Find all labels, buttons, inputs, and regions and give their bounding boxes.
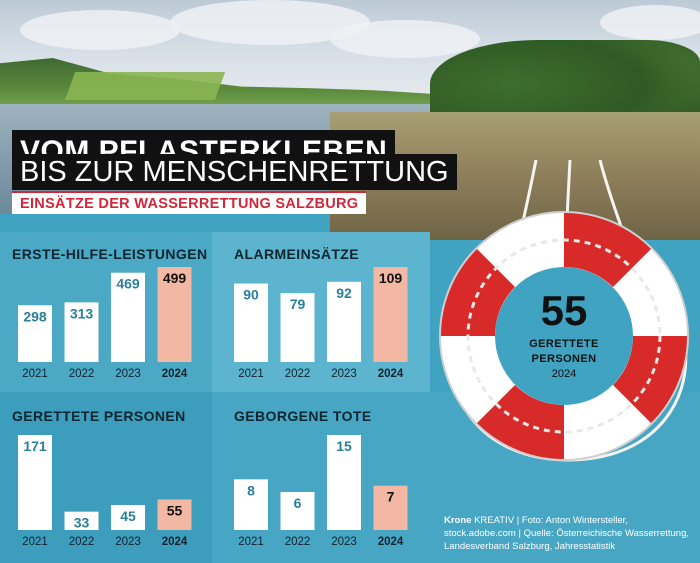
brand-suffix: KREATIV xyxy=(474,515,515,526)
bar-2021 xyxy=(18,435,52,530)
bar-chart-geborgene-tote: 8 2021 6 2022 15 2023 7 2024 xyxy=(234,435,408,548)
bar-chart-erste-hilfe: 298 2021 313 2022 469 2023 499 2024 xyxy=(18,267,192,380)
year-label: 2023 xyxy=(331,536,357,548)
separator: | xyxy=(516,515,522,526)
value-label: 6 xyxy=(294,495,302,511)
value-label: 92 xyxy=(336,285,352,301)
bar-2024 xyxy=(373,267,408,362)
lake-photo xyxy=(0,0,700,240)
separator: | xyxy=(518,528,524,539)
bar-2024 xyxy=(373,485,408,530)
cloud xyxy=(330,20,480,58)
value-label: 55 xyxy=(167,502,183,518)
year-label: 2023 xyxy=(115,368,141,380)
value-label: 171 xyxy=(23,438,47,454)
year-label: 2022 xyxy=(69,536,95,548)
value-label: 298 xyxy=(23,308,47,324)
bar-2023 xyxy=(327,435,361,530)
year-label: 2023 xyxy=(115,536,141,548)
value-label: 45 xyxy=(120,508,136,524)
cloud xyxy=(20,10,180,50)
value-label: 8 xyxy=(247,482,255,498)
year-label: 2022 xyxy=(285,368,311,380)
panel-gerettete-personen: GERETTETE PERSONEN 171 2021 33 2022 45 2023 55… xyxy=(0,392,212,563)
bar-2023 xyxy=(111,505,145,530)
year-label: 2024 xyxy=(378,368,404,380)
headline-line-2: BIS ZUR MENSCHENRETTUNG xyxy=(12,154,457,190)
year-label: 2021 xyxy=(22,536,48,548)
value-label: 313 xyxy=(70,305,94,321)
bar-chart-alarmeinsaetze: 90 2021 79 2022 92 2023 109 2024 xyxy=(234,267,408,380)
ring-icon xyxy=(439,211,689,461)
highlight-caption-1: GERETTETE xyxy=(529,338,599,350)
value-label: 15 xyxy=(336,438,352,454)
year-label: 2022 xyxy=(69,368,95,380)
panel-erste-hilfe: ERSTE-HILFE-LEISTUNGEN 298 2021 313 2022 469… xyxy=(0,232,212,392)
year-label: 2022 xyxy=(285,536,311,548)
year-label: 2023 xyxy=(331,368,357,380)
photo-credit: Foto: Anton Wintersteller, stock.adobe.c… xyxy=(444,515,628,539)
meadow xyxy=(64,72,226,100)
bar-2024 xyxy=(157,499,192,530)
bar-2022 xyxy=(280,293,315,362)
value-label: 79 xyxy=(290,296,306,312)
bar-2021 xyxy=(18,305,52,362)
value-label: 469 xyxy=(116,276,140,292)
bar-2021 xyxy=(234,283,268,362)
value-label: 7 xyxy=(387,489,395,505)
bar-2024 xyxy=(157,267,192,362)
bar-2023 xyxy=(111,272,145,362)
highlight-value: 55 xyxy=(540,287,588,334)
bar-2022 xyxy=(280,492,315,530)
bar-2022 xyxy=(64,511,99,530)
chart-title: GEBORGENE TOTE xyxy=(234,408,372,424)
chart-title: ERSTE-HILFE-LEISTUNGEN xyxy=(12,246,208,262)
year-label: 2024 xyxy=(378,536,404,548)
highlight-year: 2024 xyxy=(551,368,577,380)
value-label: 90 xyxy=(243,287,259,303)
brand-name: Krone xyxy=(444,515,472,526)
bar-2021 xyxy=(234,479,268,530)
year-label: 2021 xyxy=(22,368,48,380)
panel-alarmeinsaetze: ALARMEINSÄTZE 90 2021 79 2022 92 2023 109 2024 xyxy=(212,232,430,392)
cloud xyxy=(600,5,700,40)
year-label: 2024 xyxy=(162,536,188,548)
headline-subtitle: EINSÄTZE DER WASSERRETTUNG SALZBURG xyxy=(12,191,367,214)
bar-chart-gerettete-personen: 171 2021 33 2022 45 2023 55 2024 xyxy=(18,435,192,548)
value-label: 499 xyxy=(163,270,187,286)
value-label: 33 xyxy=(74,515,90,531)
bar-2022 xyxy=(64,302,99,362)
chart-title: ALARMEINSÄTZE xyxy=(234,246,359,262)
value-label: 109 xyxy=(379,270,403,286)
highlight-caption-2: PERSONEN xyxy=(531,353,597,365)
year-label: 2021 xyxy=(238,368,264,380)
source-credit: Quelle: Österreichische Wasserrettung, L… xyxy=(444,528,690,552)
chart-title: GERETTETE PERSONEN xyxy=(12,408,186,424)
year-label: 2024 xyxy=(162,368,188,380)
bar-2023 xyxy=(327,281,361,362)
credits: Krone KREATIV | Foto: Anton Winterstelle… xyxy=(444,514,694,553)
lifebuoy-image xyxy=(439,160,689,462)
year-label: 2021 xyxy=(238,536,264,548)
